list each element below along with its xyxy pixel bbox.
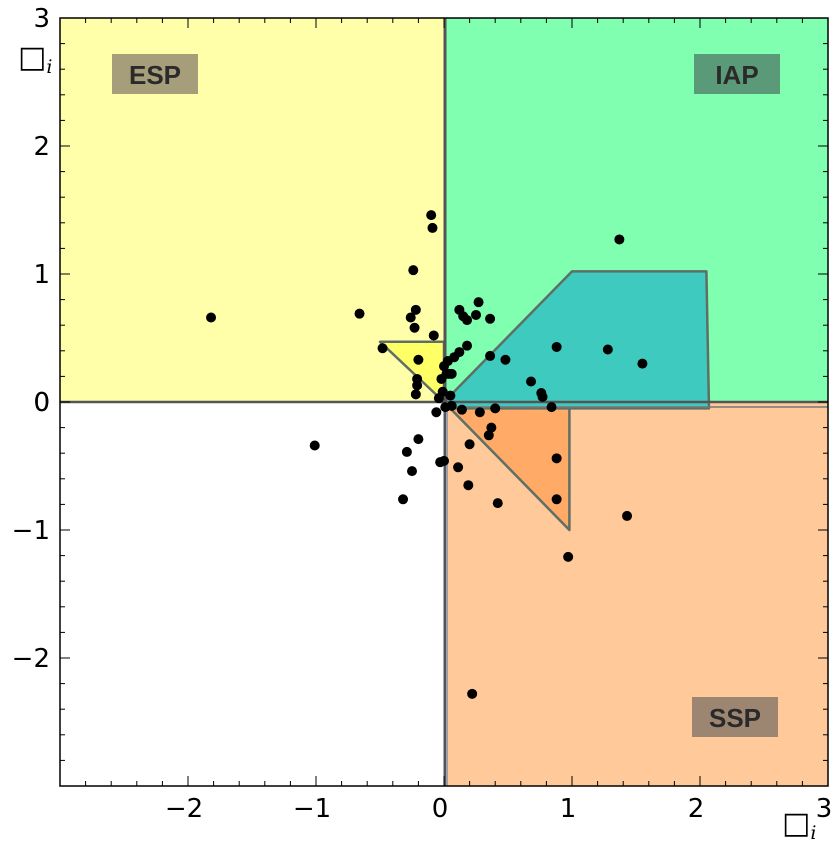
data-point [407, 466, 417, 477]
data-point [485, 350, 496, 361]
data-point [500, 354, 511, 365]
data-point [483, 430, 494, 441]
x-tick-label: −2 [165, 794, 203, 824]
data-point [537, 391, 548, 402]
y-axis-label-subscript: i [46, 56, 52, 78]
data-point [446, 400, 457, 411]
data-point [462, 315, 473, 326]
data-point [490, 403, 501, 414]
region-tag-label: SSP [709, 703, 761, 733]
data-point [405, 312, 416, 323]
data-point [464, 439, 475, 450]
x-tick-label: 3 [816, 794, 833, 824]
data-point [410, 304, 421, 315]
y-tick-label: −1 [12, 516, 50, 546]
data-point [410, 389, 421, 400]
region-tag-ssp: SSP [692, 697, 778, 737]
data-point [467, 688, 478, 699]
data-point [439, 455, 449, 466]
y-tick-label-zero: 0 [33, 388, 50, 418]
data-point [428, 330, 439, 341]
data-point [473, 297, 484, 308]
polygons-layer [378, 270, 711, 532]
data-point [456, 404, 467, 415]
data-point [437, 386, 448, 397]
data-point [474, 407, 485, 418]
region-bottom-left [60, 402, 444, 786]
y-tick-label: 2 [33, 132, 50, 162]
data-point [413, 434, 424, 445]
data-point [398, 494, 409, 505]
x-axis-label: □i [782, 806, 816, 843]
data-point [446, 368, 457, 379]
data-point [453, 462, 464, 473]
points-layer [206, 210, 648, 699]
data-point [463, 480, 474, 491]
region-tag-iap: IAP [694, 54, 780, 94]
data-point [377, 343, 388, 354]
data-point [354, 308, 365, 319]
data-point [413, 354, 424, 365]
x-tick-label: −1 [293, 794, 331, 824]
data-point [485, 313, 496, 324]
data-point [462, 340, 473, 351]
data-point [602, 344, 613, 355]
data-point [492, 498, 503, 509]
data-point [563, 551, 574, 562]
data-point [426, 210, 437, 221]
data-point [546, 402, 557, 413]
data-point [409, 322, 420, 333]
y-tick-label: −2 [12, 644, 50, 674]
y-tick-label: 0 [33, 388, 50, 418]
data-point [408, 265, 419, 276]
data-point [637, 358, 648, 369]
region-tag-box [694, 54, 780, 94]
y-tick-label: 3 [33, 4, 50, 34]
region-tags-layer: ESP IAP SSP [112, 54, 780, 737]
data-point [401, 446, 412, 457]
data-point [551, 494, 562, 505]
data-point [431, 407, 442, 418]
region-tag-box [692, 697, 778, 737]
y-axis-label: □i [18, 40, 52, 78]
y-tick-label: 1 [33, 260, 50, 290]
data-point [622, 510, 633, 521]
data-point [471, 309, 481, 320]
data-point [412, 373, 423, 384]
axis-labels-layer: □i □i [18, 40, 816, 843]
data-point [486, 422, 497, 433]
region-tag-box [112, 54, 198, 94]
region-tag-esp: ESP [112, 54, 198, 94]
x-tick-label: 2 [688, 794, 705, 824]
x-axis-label-subscript: i [810, 822, 816, 843]
data-point [206, 312, 217, 323]
data-point [551, 453, 562, 464]
data-point [551, 341, 562, 352]
x-tick-label: 0 [432, 794, 449, 824]
region-tag-label: IAP [715, 60, 758, 90]
data-point [309, 440, 320, 451]
data-point [445, 390, 456, 401]
data-point [526, 376, 537, 387]
data-point [614, 234, 625, 245]
data-point [427, 222, 438, 233]
data-point [454, 347, 465, 358]
x-tick-label: 1 [560, 794, 577, 824]
region-tag-label: ESP [129, 60, 181, 90]
